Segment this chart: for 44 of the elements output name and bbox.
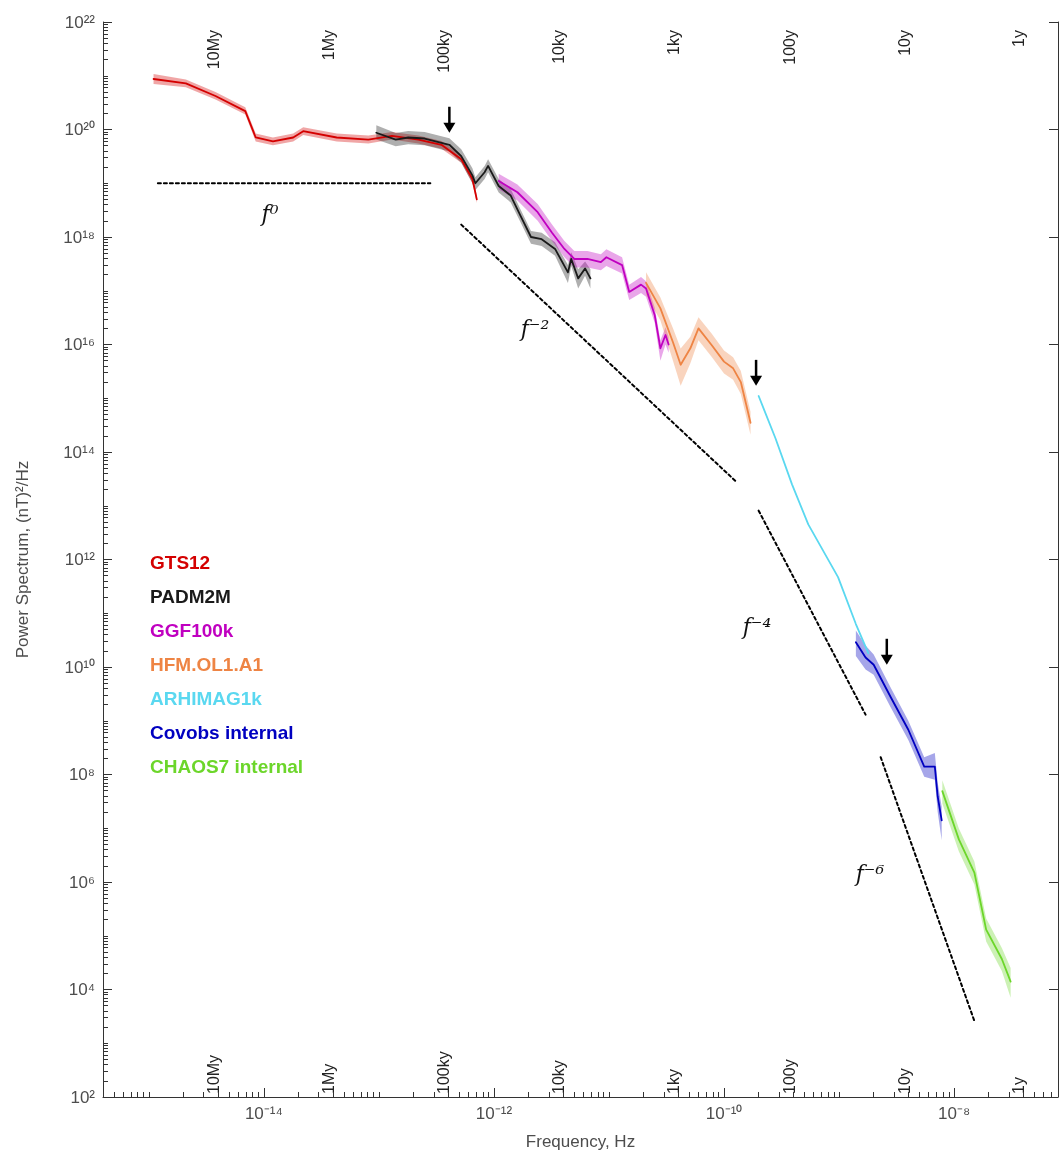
annotation: 100y xyxy=(780,30,798,65)
y-tick-label: 10²² xyxy=(64,12,96,32)
annotation: 1My xyxy=(319,1063,337,1094)
annotation: 10y xyxy=(895,1068,913,1094)
annotation: 10y xyxy=(895,30,913,56)
annotation: 10My xyxy=(204,30,222,70)
text: Covobs internal xyxy=(150,722,294,743)
y-tick-label: 10¹⁸ xyxy=(63,227,95,247)
x-tick-label: 10⁻⁸ xyxy=(938,1104,971,1123)
annotation: f⁻⁴ xyxy=(740,613,772,639)
y-tick-label: 10⁸ xyxy=(68,765,95,784)
annotation: 10ky xyxy=(549,1060,567,1094)
y-tick-label: 10¹⁶ xyxy=(63,335,95,354)
text: GGF100k xyxy=(150,620,234,641)
text: ARHIMAG1k xyxy=(150,688,263,709)
x-tick-label: 10⁻¹² xyxy=(475,1104,513,1123)
y-tick-label: 10²⁰ xyxy=(64,120,95,139)
y-tick-label: 10² xyxy=(70,1087,96,1107)
annotation: 1ky xyxy=(664,1069,682,1094)
annotation: 1y xyxy=(1009,30,1027,47)
text: PADM2M xyxy=(150,586,231,607)
x-tick-label: 10⁻¹⁰ xyxy=(705,1104,743,1123)
annotation: 100y xyxy=(780,1059,798,1094)
annotation: f⁰ xyxy=(259,200,279,226)
annotation: f⁻⁶ xyxy=(853,860,885,886)
text: GTS12 xyxy=(150,552,211,573)
annotation: f⁻² xyxy=(518,315,550,341)
y-axis-title: Power Spectrum, (nT)²/Hz xyxy=(13,460,32,659)
annotation: 1My xyxy=(319,30,337,61)
y-tick-label: 10¹⁰ xyxy=(64,657,95,677)
text: CHAOS7 internal xyxy=(150,756,304,777)
y-tick-label: 10¹² xyxy=(64,550,96,569)
annotation: 10ky xyxy=(549,30,567,64)
annotation: 100ky xyxy=(434,30,452,73)
annotation: 1ky xyxy=(664,30,682,55)
annotation: 100ky xyxy=(434,1051,452,1094)
y-tick-label: 10⁶ xyxy=(69,872,95,892)
annotation: 10My xyxy=(204,1054,222,1094)
x-axis-title: Frequency, Hz xyxy=(525,1132,636,1151)
y-tick-label: 10¹⁴ xyxy=(63,442,95,462)
annotation: 1y xyxy=(1009,1077,1027,1094)
x-tick-label: 10⁻¹⁴ xyxy=(244,1104,283,1123)
text: HFM.OL1.A1 xyxy=(150,654,264,675)
y-tick-label: 10⁴ xyxy=(68,980,95,999)
